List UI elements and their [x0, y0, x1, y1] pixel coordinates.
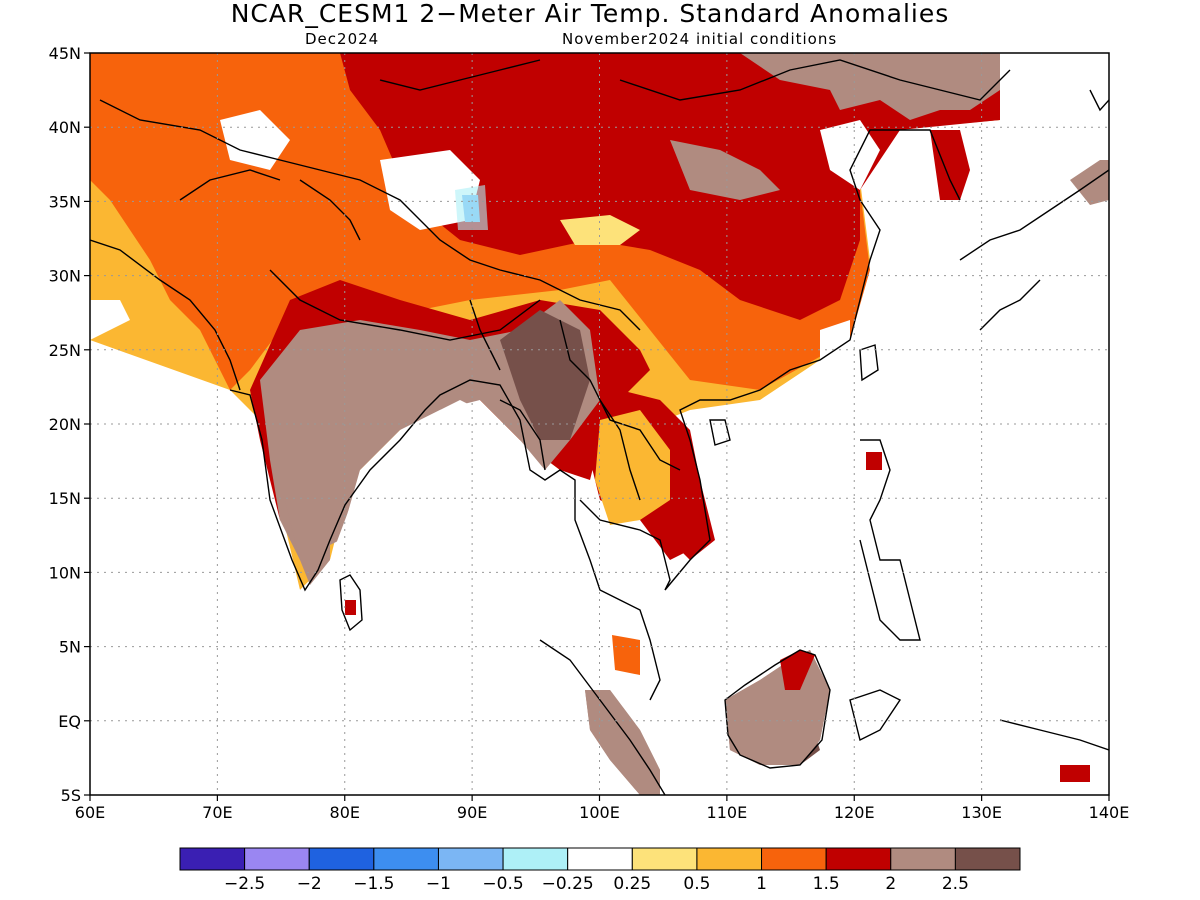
- map-title: NCAR_CESM1 2−Meter Air Temp. Standard An…: [231, 0, 950, 28]
- ocean-pacific: [850, 220, 1109, 795]
- lon-tick-label: 110E: [707, 803, 748, 822]
- ocean-arabian-sea: [90, 390, 300, 795]
- warm-region-mongolia-brown: [740, 53, 1000, 120]
- lon-tick-label: 60E: [75, 803, 105, 822]
- colorbar-swatch: [954, 847, 1021, 871]
- longitude-axis: 60E 70E 80E 90E 100E 110E 120E 130E 140E: [75, 795, 1130, 822]
- ocean-bay-of-bengal: [250, 400, 580, 795]
- coastlines: [90, 59, 1109, 795]
- colorbar-swatch: [761, 847, 827, 871]
- latitude-axis: 45N 40N 35N 30N 25N 20N 15N 10N 5N EQ 5S: [49, 44, 90, 805]
- colorbar-label: 1.5: [813, 874, 840, 894]
- lon-tick-label: 70E: [202, 803, 232, 822]
- lon-tick-label: 100E: [579, 803, 620, 822]
- colorbar-swatch: [502, 847, 569, 871]
- warm-region-malaya-orange: [612, 635, 640, 675]
- warm-region-srilanka-red: [345, 600, 356, 615]
- lon-tick-label: 140E: [1089, 803, 1130, 822]
- warm-region-guinea-red: [1060, 765, 1090, 782]
- lat-tick-label: 5N: [59, 638, 81, 657]
- ocean-south-china-sea: [660, 380, 860, 650]
- colorbar-label: −0.5: [482, 874, 523, 894]
- colorbar-label: −0.25: [542, 874, 594, 894]
- colorbar-swatch: [373, 847, 439, 871]
- subtitle-month: Dec2024: [305, 30, 379, 48]
- colorbar-label: −2.5: [224, 874, 265, 894]
- lon-tick-label: 120E: [834, 803, 875, 822]
- lat-tick-label: 5S: [61, 786, 81, 805]
- map-grid: [90, 53, 1109, 795]
- warm-region-luzon-red: [866, 452, 882, 470]
- lat-tick-label: 10N: [49, 563, 81, 582]
- colorbar-swatch: [825, 847, 892, 871]
- colorbar-label: −1: [426, 874, 451, 894]
- warm-region-sumatra-brown-2: [585, 690, 660, 795]
- colorbar-label: 2.5: [942, 874, 969, 894]
- lon-tick-label: 80E: [330, 803, 360, 822]
- neutral-patch-tarim: [380, 150, 480, 230]
- colorbar-swatch: [179, 847, 246, 871]
- neutral-patch-central-asia: [220, 110, 290, 170]
- lat-tick-label: 15N: [49, 489, 81, 508]
- lat-tick-label: 35N: [49, 192, 81, 211]
- colorbar-swatch: [567, 847, 633, 871]
- warm-region-burma-darkbrown: [500, 310, 590, 440]
- lat-tick-label: 25N: [49, 341, 81, 360]
- colorbar-label: 0.5: [683, 874, 710, 894]
- neutral-patch-west: [90, 300, 130, 340]
- lon-tick-label: 90E: [457, 803, 487, 822]
- colorbar-label: −1.5: [353, 874, 394, 894]
- colorbar-swatch: [890, 847, 956, 871]
- warm-region-indochina-orange: [595, 410, 670, 525]
- cool-patch-tibet-light: [455, 185, 488, 230]
- warm-region-japan-brown: [1070, 160, 1109, 205]
- colorbar-swatch: [308, 847, 375, 871]
- lon-tick-label: 130E: [961, 803, 1002, 822]
- warm-region-korea-red: [930, 130, 970, 200]
- warm-region-borneo-darkred: [780, 650, 815, 690]
- colorbar: −2.5 −2 −1.5 −1 −0.5 −0.25 0.25 0.5 1 1.5 2 2.5: [179, 847, 1021, 894]
- ocean-gulf-thailand: [600, 550, 650, 620]
- colorbar-swatch: [631, 847, 698, 871]
- anomaly-field: [90, 53, 1109, 795]
- colorbar-label: 2: [885, 874, 896, 894]
- colorbar-label: 1: [756, 874, 767, 894]
- warm-region-india-south: [285, 500, 330, 585]
- neutral-patch-south-china: [820, 320, 850, 360]
- lat-tick-label: 40N: [49, 118, 81, 137]
- warm-region-dark-red: [340, 53, 1000, 320]
- lat-tick-label: 30N: [49, 267, 81, 286]
- colorbar-swatch: [437, 847, 504, 871]
- lat-tick-label: 45N: [49, 44, 81, 63]
- lat-tick-label: 20N: [49, 415, 81, 434]
- colorbar-label: −2: [297, 874, 322, 894]
- colorbar-swatch: [696, 847, 763, 871]
- colorbar-label: 0.25: [613, 874, 651, 894]
- lat-tick-label: EQ: [58, 712, 81, 731]
- neutral-patch-northeast: [820, 120, 880, 190]
- subtitle-initial-conditions: November2024 initial conditions: [562, 30, 837, 48]
- warm-region-china-brown: [670, 140, 780, 200]
- colorbar-swatch: [244, 847, 310, 871]
